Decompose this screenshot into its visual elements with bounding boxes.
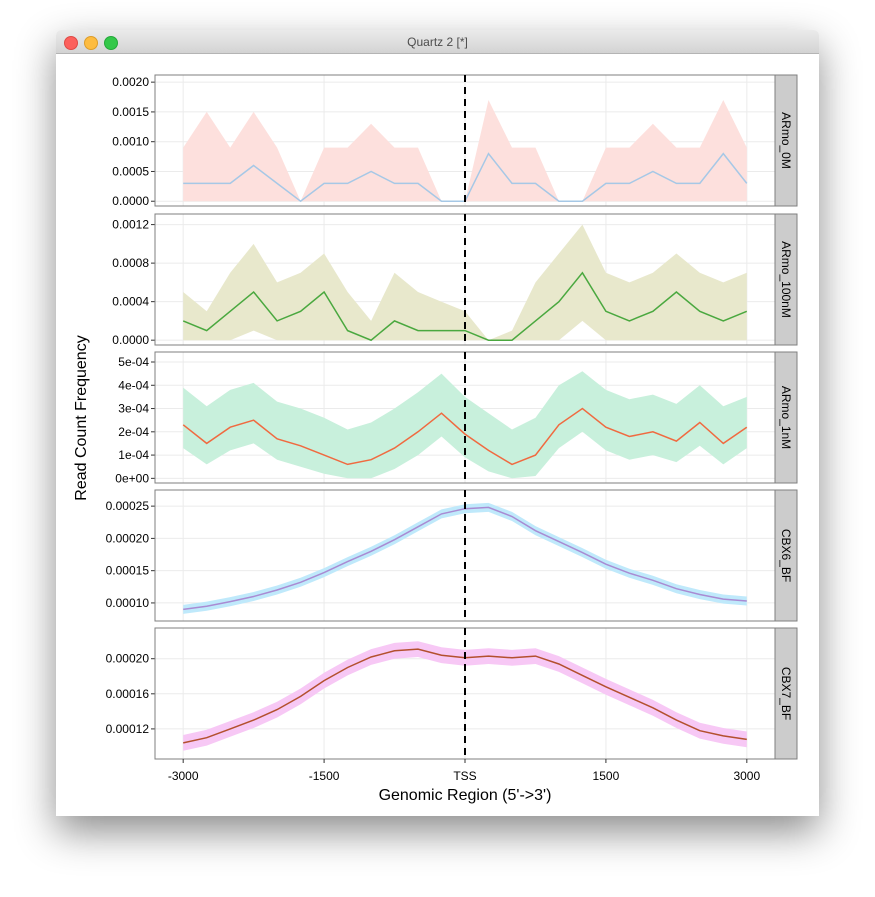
strip [774, 351, 798, 484]
title-bar: Quartz 2 [*] [56, 30, 819, 54]
y-tick-label: 0.00012 [106, 722, 150, 736]
y-tick-label: 0.00020 [106, 531, 150, 545]
x-tick-label: 1500 [593, 769, 620, 783]
strip-label: ARmo_0M [779, 112, 793, 169]
strip [774, 627, 798, 760]
y-tick-label: 3e-04 [118, 402, 149, 416]
x-axis-title: Genomic Region (5'->3') [379, 787, 552, 804]
y-tick-label: 4e-04 [118, 378, 149, 392]
line [182, 407, 748, 466]
y-tick-label: 0.0004 [112, 295, 149, 309]
y-tick-label: 0.0010 [112, 135, 149, 149]
y-axis-title: Read Count Frequency [73, 335, 90, 500]
strip-label: ARmo_1nM [779, 386, 793, 449]
strip-label: CBX6_BF [779, 529, 793, 582]
x-tick-label: -3000 [168, 769, 199, 783]
window-title: Quartz 2 [*] [407, 35, 468, 49]
y-tick-label: 0.0000 [112, 333, 149, 347]
y-tick-label: 0.0005 [112, 164, 149, 178]
y-tick-label: 0.00020 [106, 652, 150, 666]
y-tick-label: 0e+00 [115, 471, 149, 485]
y-tick-label: 0.0012 [112, 218, 149, 232]
strip [774, 489, 798, 622]
line [182, 271, 748, 342]
ribbon [183, 502, 747, 614]
y-tick-label: 0.00016 [106, 687, 150, 701]
x-tick-label: 3000 [733, 769, 760, 783]
ribbon [183, 100, 747, 202]
y-tick-label: 0.0008 [112, 256, 149, 270]
x-tick-label: -1500 [309, 769, 340, 783]
ribbon [183, 641, 747, 751]
y-tick-label: 0.0000 [112, 194, 149, 208]
y-tick-label: 5e-04 [118, 355, 149, 369]
y-tick-label: 0.0015 [112, 105, 149, 119]
y-tick-label: 1e-04 [118, 448, 149, 462]
y-tick-label: 0.00010 [106, 596, 150, 610]
strip-label: CBX7_BF [779, 667, 793, 720]
close-button[interactable] [64, 36, 78, 50]
strip-label: ARmo_100nM [779, 241, 793, 318]
minimize-button[interactable] [84, 36, 98, 50]
y-tick-label: 0.0020 [112, 75, 149, 89]
strip [774, 74, 798, 207]
zoom-button[interactable] [104, 36, 118, 50]
strip [774, 213, 798, 346]
x-tick-label: TSS [453, 769, 476, 783]
y-tick-label: 2e-04 [118, 425, 149, 439]
y-tick-label: 0.00025 [106, 499, 150, 513]
y-tick-label: 0.00015 [106, 564, 150, 578]
